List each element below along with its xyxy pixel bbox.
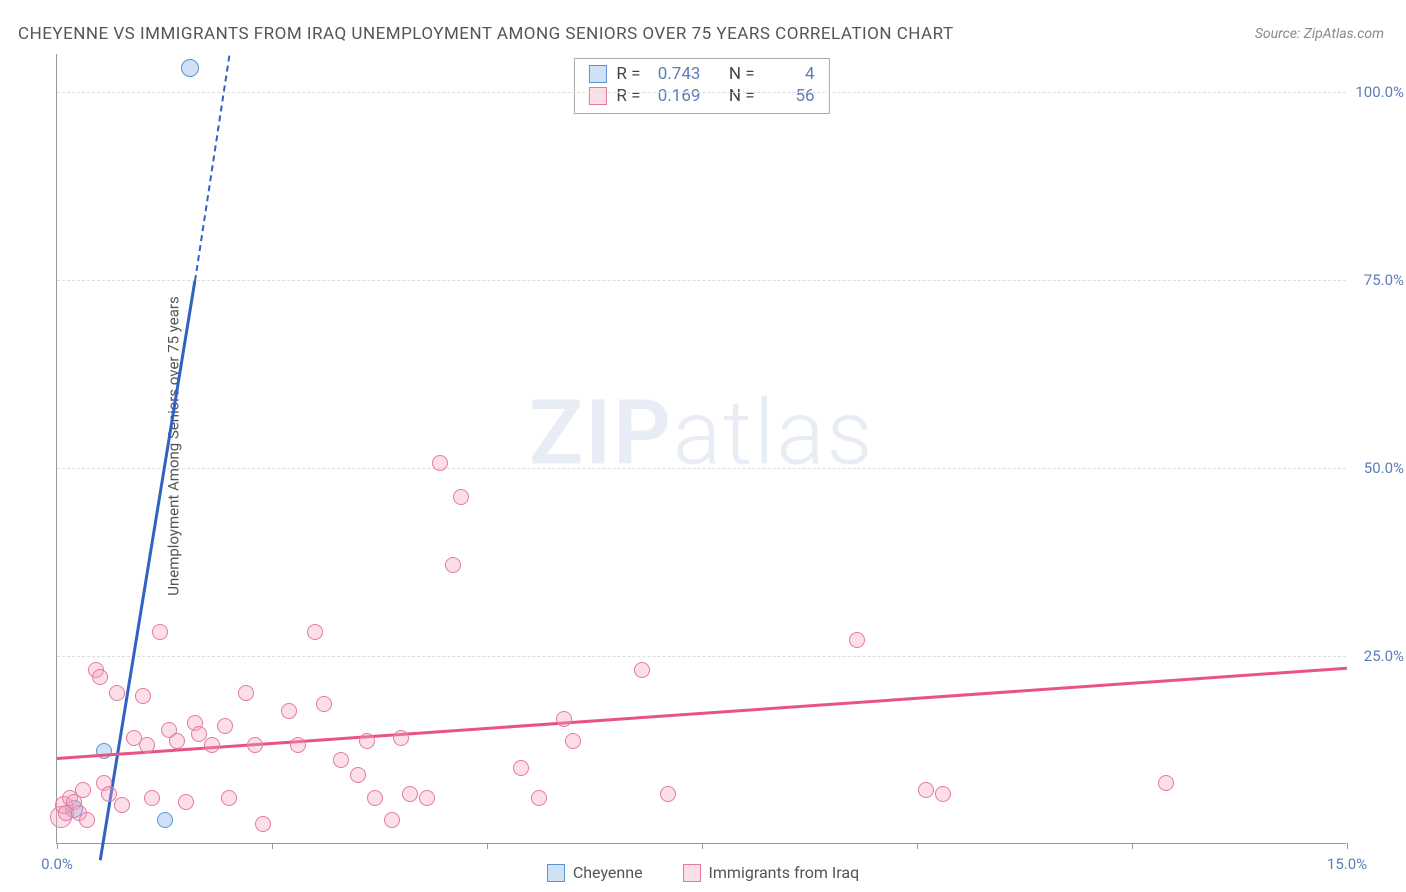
data-point [367, 790, 383, 806]
data-point [157, 812, 173, 828]
trend-line [99, 281, 196, 861]
data-point [453, 489, 469, 505]
data-point [634, 662, 650, 678]
data-point [247, 737, 263, 753]
xtick [1132, 843, 1133, 849]
xtick [1347, 843, 1348, 849]
data-point [109, 685, 125, 701]
legend-swatch-cheyenne [547, 864, 565, 882]
r-value-cheyenne: 0.743 [650, 64, 700, 84]
stats-row-iraq: R = 0.169 N = 56 [588, 85, 814, 107]
watermark: ZIPatlas [529, 380, 874, 485]
data-point [918, 782, 934, 798]
stats-row-cheyenne: R = 0.743 N = 4 [588, 63, 814, 85]
scatter-plot: ZIPatlas R = 0.743 N = 4 R = 0.169 N = 5… [56, 54, 1346, 844]
data-point [419, 790, 435, 806]
chart-title: CHEYENNE VS IMMIGRANTS FROM IRAQ UNEMPLO… [18, 24, 954, 44]
source-label: Source: ZipAtlas.com [1255, 26, 1384, 42]
xtick [702, 843, 703, 849]
data-point [75, 782, 91, 798]
data-point [135, 688, 151, 704]
data-point [169, 733, 185, 749]
data-point [307, 624, 323, 640]
data-point [531, 790, 547, 806]
gridline [57, 280, 1346, 281]
data-point [290, 737, 306, 753]
data-point [79, 812, 95, 828]
data-point [217, 718, 233, 734]
data-point [152, 624, 168, 640]
ytick-label: 100.0% [1355, 83, 1404, 101]
data-point [1158, 775, 1174, 791]
data-point [144, 790, 160, 806]
n-value-cheyenne: 4 [765, 64, 815, 84]
watermark-light: atlas [673, 380, 874, 485]
gridline [57, 468, 1346, 469]
r-value-iraq: 0.169 [650, 86, 700, 106]
xtick [272, 843, 273, 849]
swatch-iraq [588, 87, 606, 105]
swatch-cheyenne [588, 65, 606, 83]
ytick-label: 50.0% [1364, 459, 1404, 477]
data-point [565, 733, 581, 749]
data-point [402, 786, 418, 802]
gridline [57, 92, 1346, 93]
trend-line [194, 55, 230, 281]
bottom-legend: Cheyenne Immigrants from Iraq [0, 863, 1406, 882]
data-point [350, 767, 366, 783]
r-label: R = [616, 86, 640, 106]
data-point [96, 743, 112, 759]
data-point [221, 790, 237, 806]
data-point [359, 733, 375, 749]
data-point [333, 752, 349, 768]
legend-label-cheyenne: Cheyenne [573, 863, 643, 882]
n-value-iraq: 56 [765, 86, 815, 106]
data-point [114, 797, 130, 813]
legend-item-cheyenne: Cheyenne [547, 863, 643, 882]
data-point [281, 703, 297, 719]
data-point [849, 632, 865, 648]
legend-item-iraq: Immigrants from Iraq [683, 863, 860, 882]
data-point [935, 786, 951, 802]
data-point [556, 711, 572, 727]
legend-label-iraq: Immigrants from Iraq [709, 863, 860, 882]
legend-swatch-iraq [683, 864, 701, 882]
watermark-bold: ZIP [529, 380, 673, 485]
xtick [57, 843, 58, 849]
r-label: R = [616, 64, 640, 84]
data-point [660, 786, 676, 802]
xtick [917, 843, 918, 849]
data-point [92, 669, 108, 685]
data-point [238, 685, 254, 701]
data-point [316, 696, 332, 712]
data-point [393, 730, 409, 746]
data-point [432, 455, 448, 471]
ytick-label: 25.0% [1364, 647, 1404, 665]
ytick-label: 75.0% [1364, 271, 1404, 289]
data-point [181, 59, 199, 77]
data-point [139, 737, 155, 753]
n-label: N = [729, 86, 755, 106]
n-label: N = [729, 64, 755, 84]
correlation-stats-box: R = 0.743 N = 4 R = 0.169 N = 56 [573, 58, 829, 114]
data-point [513, 760, 529, 776]
data-point [445, 557, 461, 573]
data-point [178, 794, 194, 810]
xtick [487, 843, 488, 849]
data-point [255, 816, 271, 832]
gridline [57, 656, 1346, 657]
data-point [204, 737, 220, 753]
data-point [384, 812, 400, 828]
